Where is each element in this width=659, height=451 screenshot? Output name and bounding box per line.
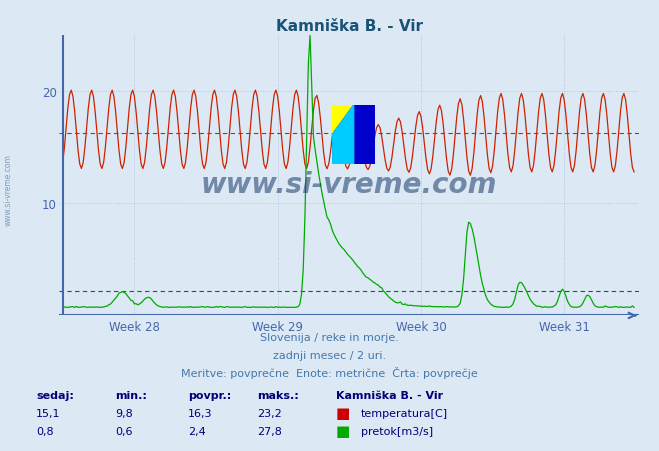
Polygon shape <box>332 106 354 165</box>
Text: 0,8: 0,8 <box>36 426 54 436</box>
Text: sedaj:: sedaj: <box>36 390 74 400</box>
Text: zadnji mesec / 2 uri.: zadnji mesec / 2 uri. <box>273 350 386 360</box>
Text: www.si-vreme.com: www.si-vreme.com <box>201 170 498 198</box>
Text: 27,8: 27,8 <box>257 426 282 436</box>
Polygon shape <box>332 106 354 135</box>
Polygon shape <box>332 135 354 165</box>
Text: 2,4: 2,4 <box>188 426 206 436</box>
Title: Kamniška B. - Vir: Kamniška B. - Vir <box>275 18 423 33</box>
Text: min.:: min.: <box>115 390 147 400</box>
Text: 9,8: 9,8 <box>115 408 133 418</box>
Text: 23,2: 23,2 <box>257 408 282 418</box>
Text: ■: ■ <box>336 423 351 438</box>
Text: 0,6: 0,6 <box>115 426 133 436</box>
Polygon shape <box>332 106 375 165</box>
Text: Kamniška B. - Vir: Kamniška B. - Vir <box>336 390 444 400</box>
Text: Slovenija / reke in morje.: Slovenija / reke in morje. <box>260 332 399 342</box>
Text: povpr.:: povpr.: <box>188 390 231 400</box>
Text: ■: ■ <box>336 405 351 420</box>
Text: pretok[m3/s]: pretok[m3/s] <box>361 426 433 436</box>
Text: maks.:: maks.: <box>257 390 299 400</box>
Text: temperatura[C]: temperatura[C] <box>361 408 448 418</box>
Text: www.si-vreme.com: www.si-vreme.com <box>3 153 13 226</box>
Text: 16,3: 16,3 <box>188 408 212 418</box>
Text: 15,1: 15,1 <box>36 408 61 418</box>
Text: Meritve: povprečne  Enote: metrične  Črta: povprečje: Meritve: povprečne Enote: metrične Črta:… <box>181 367 478 378</box>
